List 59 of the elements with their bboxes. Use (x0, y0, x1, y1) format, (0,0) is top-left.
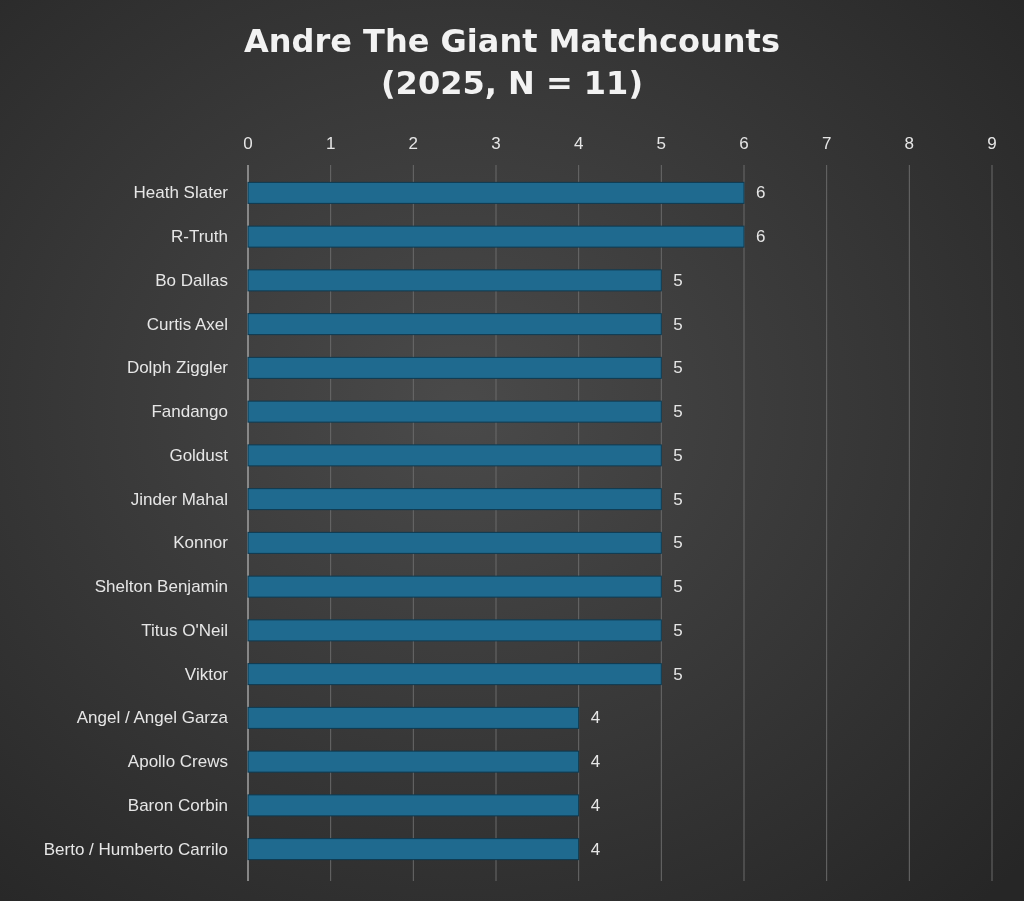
y-tick-label: Heath Slater (133, 183, 229, 203)
chart-title: Andre The Giant Matchcounts (2025, N = 11) (244, 22, 780, 102)
bar (247, 444, 662, 467)
x-tick-label: 8 (904, 134, 915, 153)
bar (247, 794, 580, 817)
data-label: 6 (756, 183, 766, 203)
y-tick-label: Angel / Angel Garza (76, 708, 229, 728)
bar (247, 663, 662, 686)
bar (247, 531, 662, 554)
data-label: 5 (673, 664, 683, 684)
y-tick-label: Shelton Benjamin (94, 577, 228, 597)
data-label: 4 (590, 795, 601, 815)
x-tick-label: 4 (573, 134, 584, 153)
data-label: 4 (590, 752, 601, 772)
y-tick-label: Apollo Crews (127, 752, 228, 772)
data-label: 5 (673, 533, 683, 553)
y-tick-label: Goldust (169, 445, 229, 465)
y-tick-label: Dolph Ziggler (126, 358, 229, 378)
data-label: 5 (673, 445, 683, 465)
y-tick-label: Jinder Mahal (130, 489, 228, 509)
bar (247, 225, 745, 248)
x-tick-label: 9 (987, 134, 997, 153)
y-tick-label: Fandango (151, 402, 228, 422)
bar (247, 181, 745, 204)
data-label: 4 (590, 708, 601, 728)
y-tick-label: R-Truth (171, 227, 228, 247)
bar (247, 575, 662, 598)
data-label: 6 (756, 227, 766, 247)
bar (247, 619, 662, 642)
y-tick-label: Bo Dallas (155, 270, 228, 290)
bar (247, 838, 580, 861)
data-label: 5 (673, 620, 683, 640)
data-label: 5 (673, 314, 683, 334)
data-label: 4 (590, 839, 601, 859)
bar (247, 356, 662, 379)
data-label: 5 (673, 577, 683, 597)
data-label: 5 (673, 402, 683, 422)
bar (247, 269, 662, 292)
data-label: 5 (673, 489, 683, 509)
bar (247, 750, 580, 773)
bar (247, 488, 662, 511)
y-tick-label: Titus O'Neil (141, 620, 228, 640)
y-tick-label: Baron Corbin (127, 795, 228, 815)
bar (247, 313, 662, 336)
y-tick-label: Curtis Axel (146, 314, 228, 334)
x-tick-label: 6 (739, 134, 749, 153)
x-tick-label: 7 (821, 134, 832, 153)
data-label: 5 (673, 270, 683, 290)
bar (247, 706, 580, 729)
data-label: 5 (673, 358, 683, 378)
x-tick-label: 0 (243, 134, 253, 153)
y-tick-label: Konnor (173, 533, 229, 553)
x-tick-label: 1 (325, 134, 336, 153)
y-tick-label: Berto / Humberto Carrilo (43, 839, 228, 859)
x-tick-label: 3 (491, 134, 501, 153)
bar (247, 400, 662, 423)
x-tick-label: 5 (656, 134, 667, 153)
y-tick-label: Viktor (184, 664, 229, 684)
x-tick-label: 2 (408, 134, 419, 153)
